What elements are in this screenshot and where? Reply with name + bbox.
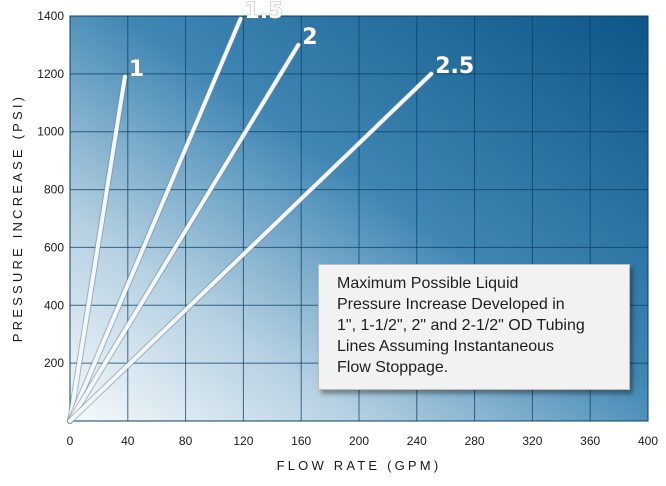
x-tick-label: 40: [121, 434, 135, 448]
series-line: [68, 74, 127, 423]
series-lines: [67, 15, 435, 424]
annotation-line: Pressure Increase Developed in: [337, 296, 565, 313]
x-tick-label: 160: [291, 434, 311, 448]
y-tick-label: 400: [44, 298, 64, 312]
annotation-line: Lines Assuming Instantaneous: [337, 338, 555, 355]
x-tick-label: 0: [67, 434, 74, 448]
y-tick-labels: 200 400 600 800 1000 1200 1400: [37, 9, 64, 370]
x-tick-label: 400: [638, 434, 658, 448]
y-tick-label: 1000: [37, 125, 64, 139]
series-labels: 1 1.5 2 2.5: [129, 0, 475, 82]
series-line: [68, 42, 301, 423]
series-line: [68, 71, 434, 423]
y-tick-label: 600: [44, 240, 64, 254]
y-tick-label: 1400: [37, 9, 64, 23]
x-tick-label: 280: [465, 434, 485, 448]
series-label: 1.5: [245, 0, 284, 24]
annotation-box: Maximum Possible Liquid Pressure Increas…: [318, 264, 630, 390]
y-tick-label: 800: [44, 183, 64, 197]
series-label: 2: [302, 25, 317, 50]
y-tick-label: 1200: [37, 67, 64, 81]
annotation-line: Flow Stoppage.: [337, 359, 449, 376]
x-tick-label: 120: [233, 434, 253, 448]
x-tick-label: 240: [407, 434, 427, 448]
series-label: 1: [129, 57, 144, 82]
x-axis-title: FLOW RATE (GPM): [277, 458, 442, 473]
x-tick-label: 200: [349, 434, 369, 448]
series-label: 2.5: [435, 54, 474, 79]
y-axis-title: PRESSURE INCREASE (PSI): [10, 94, 25, 342]
annotation-line: 1", 1-1/2", 2" and 2-1/2" OD Tubing: [337, 317, 585, 334]
plot-border: [69, 15, 649, 422]
series-line: [68, 16, 243, 423]
annotation-line: Maximum Possible Liquid: [337, 275, 519, 292]
x-tick-label: 80: [179, 434, 193, 448]
x-tick-labels: 0 40 80 120 160 200 240 280 320 360 400: [67, 434, 659, 448]
y-tick-label: 200: [44, 356, 64, 370]
x-tick-label: 360: [580, 434, 600, 448]
x-tick-label: 320: [522, 434, 542, 448]
